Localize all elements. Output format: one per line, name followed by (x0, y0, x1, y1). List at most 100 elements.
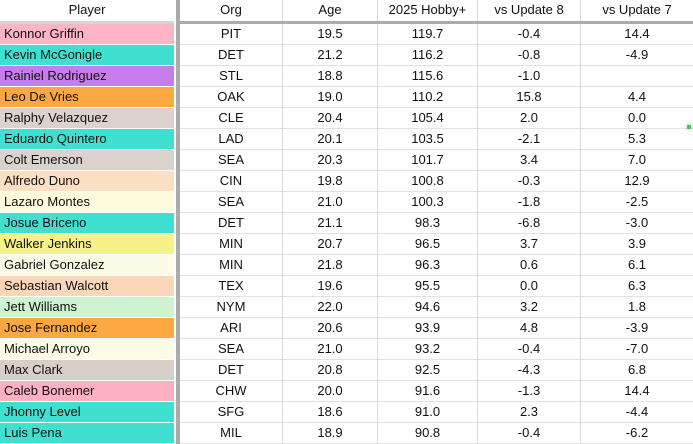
hobby-plus-cell[interactable]: 100.8 (377, 171, 477, 192)
vs-update-7-cell[interactable]: -3.0 (580, 213, 693, 234)
age-cell[interactable]: 22.0 (282, 297, 377, 318)
org-cell[interactable]: STL (180, 66, 282, 87)
player-cell[interactable]: Ralphy Velazquez (0, 108, 174, 129)
age-cell[interactable]: 21.8 (282, 255, 377, 276)
vs-update-7-cell[interactable]: -3.9 (580, 318, 693, 339)
org-cell[interactable]: PIT (180, 24, 282, 45)
org-cell[interactable]: DET (180, 213, 282, 234)
player-cell[interactable]: Caleb Bonemer (0, 381, 174, 402)
player-cell[interactable]: Lazaro Montes (0, 192, 174, 213)
vs-update-8-cell[interactable]: -0.3 (477, 171, 580, 192)
org-cell[interactable]: TEX (180, 276, 282, 297)
age-cell[interactable]: 20.1 (282, 129, 377, 150)
player-cell[interactable]: Jhonny Level (0, 402, 174, 423)
hobby-plus-cell[interactable]: 91.0 (377, 402, 477, 423)
hobby-plus-cell[interactable]: 90.8 (377, 423, 477, 444)
player-cell[interactable]: Alfredo Duno (0, 171, 174, 192)
player-cell[interactable]: Rainiel Rodriguez (0, 66, 174, 87)
player-cell[interactable]: Josue Briceno (0, 213, 174, 234)
age-cell[interactable]: 20.3 (282, 150, 377, 171)
age-cell[interactable]: 20.7 (282, 234, 377, 255)
age-cell[interactable]: 21.1 (282, 213, 377, 234)
age-cell[interactable]: 21.0 (282, 192, 377, 213)
vs-update-8-cell[interactable]: -2.1 (477, 129, 580, 150)
age-cell[interactable]: 21.2 (282, 45, 377, 66)
org-cell[interactable]: SFG (180, 402, 282, 423)
player-cell[interactable]: Walker Jenkins (0, 234, 174, 255)
hobby-plus-cell[interactable]: 119.7 (377, 24, 477, 45)
column-header-2025-hobby[interactable]: 2025 Hobby+ (377, 0, 477, 21)
age-cell[interactable]: 20.6 (282, 318, 377, 339)
age-cell[interactable]: 19.8 (282, 171, 377, 192)
hobby-plus-cell[interactable]: 101.7 (377, 150, 477, 171)
hobby-plus-cell[interactable]: 103.5 (377, 129, 477, 150)
vs-update-8-cell[interactable]: 3.4 (477, 150, 580, 171)
org-cell[interactable]: SEA (180, 339, 282, 360)
player-cell[interactable]: Eduardo Quintero (0, 129, 174, 150)
age-cell[interactable]: 18.6 (282, 402, 377, 423)
org-cell[interactable]: CIN (180, 171, 282, 192)
player-cell[interactable]: Leo De Vries (0, 87, 174, 108)
org-cell[interactable]: MIL (180, 423, 282, 444)
vs-update-7-cell[interactable]: -6.2 (580, 423, 693, 444)
hobby-plus-cell[interactable]: 96.5 (377, 234, 477, 255)
hobby-plus-cell[interactable]: 96.3 (377, 255, 477, 276)
age-cell[interactable]: 18.8 (282, 66, 377, 87)
vs-update-8-cell[interactable]: -0.4 (477, 423, 580, 444)
org-cell[interactable]: SEA (180, 150, 282, 171)
vs-update-7-cell[interactable]: -4.9 (580, 45, 693, 66)
player-cell[interactable]: Gabriel Gonzalez (0, 255, 174, 276)
player-cell[interactable]: Kevin McGonigle (0, 45, 174, 66)
hobby-plus-cell[interactable]: 105.4 (377, 108, 477, 129)
org-cell[interactable]: ARI (180, 318, 282, 339)
vs-update-8-cell[interactable]: -1.3 (477, 381, 580, 402)
vs-update-7-cell[interactable]: 0.0 (580, 108, 693, 129)
age-cell[interactable]: 19.5 (282, 24, 377, 45)
column-header-vs-update-7[interactable]: vs Update 7 (580, 0, 693, 21)
vs-update-8-cell[interactable]: 15.8 (477, 87, 580, 108)
age-cell[interactable]: 20.4 (282, 108, 377, 129)
vs-update-8-cell[interactable]: 0.0 (477, 276, 580, 297)
hobby-plus-cell[interactable]: 92.5 (377, 360, 477, 381)
org-cell[interactable]: CLE (180, 108, 282, 129)
age-cell[interactable]: 19.6 (282, 276, 377, 297)
vs-update-7-cell[interactable]: 6.8 (580, 360, 693, 381)
hobby-plus-cell[interactable]: 110.2 (377, 87, 477, 108)
column-header-org[interactable]: Org (180, 0, 282, 21)
hobby-plus-cell[interactable]: 93.9 (377, 318, 477, 339)
vs-update-7-cell[interactable]: 5.3 (580, 129, 693, 150)
vs-update-8-cell[interactable]: 4.8 (477, 318, 580, 339)
hobby-plus-cell[interactable]: 93.2 (377, 339, 477, 360)
player-cell[interactable]: Konnor Griffin (0, 24, 174, 45)
vs-update-8-cell[interactable]: 2.3 (477, 402, 580, 423)
org-cell[interactable]: MIN (180, 255, 282, 276)
vs-update-7-cell[interactable]: -7.0 (580, 339, 693, 360)
org-cell[interactable]: NYM (180, 297, 282, 318)
player-cell[interactable]: Luis Pena (0, 423, 174, 444)
vs-update-8-cell[interactable]: 0.6 (477, 255, 580, 276)
player-cell[interactable]: Michael Arroyo (0, 339, 174, 360)
vs-update-8-cell[interactable]: -6.8 (477, 213, 580, 234)
hobby-plus-cell[interactable]: 115.6 (377, 66, 477, 87)
column-header-age[interactable]: Age (282, 0, 377, 21)
org-cell[interactable]: OAK (180, 87, 282, 108)
vs-update-8-cell[interactable]: -1.8 (477, 192, 580, 213)
vs-update-8-cell[interactable]: -1.0 (477, 66, 580, 87)
player-cell[interactable]: Sebastian Walcott (0, 276, 174, 297)
vs-update-7-cell[interactable]: -4.4 (580, 402, 693, 423)
player-cell[interactable]: Colt Emerson (0, 150, 174, 171)
age-cell[interactable]: 19.0 (282, 87, 377, 108)
vs-update-8-cell[interactable]: 3.7 (477, 234, 580, 255)
org-cell[interactable]: CHW (180, 381, 282, 402)
column-header-vs-update-8[interactable]: vs Update 8 (477, 0, 580, 21)
vs-update-8-cell[interactable]: -0.8 (477, 45, 580, 66)
vs-update-7-cell[interactable]: 14.4 (580, 24, 693, 45)
hobby-plus-cell[interactable]: 95.5 (377, 276, 477, 297)
age-cell[interactable]: 20.0 (282, 381, 377, 402)
org-cell[interactable]: DET (180, 45, 282, 66)
org-cell[interactable]: SEA (180, 192, 282, 213)
hobby-plus-cell[interactable]: 91.6 (377, 381, 477, 402)
vs-update-7-cell[interactable]: 12.9 (580, 171, 693, 192)
vs-update-7-cell[interactable]: 6.1 (580, 255, 693, 276)
vs-update-8-cell[interactable]: 2.0 (477, 108, 580, 129)
